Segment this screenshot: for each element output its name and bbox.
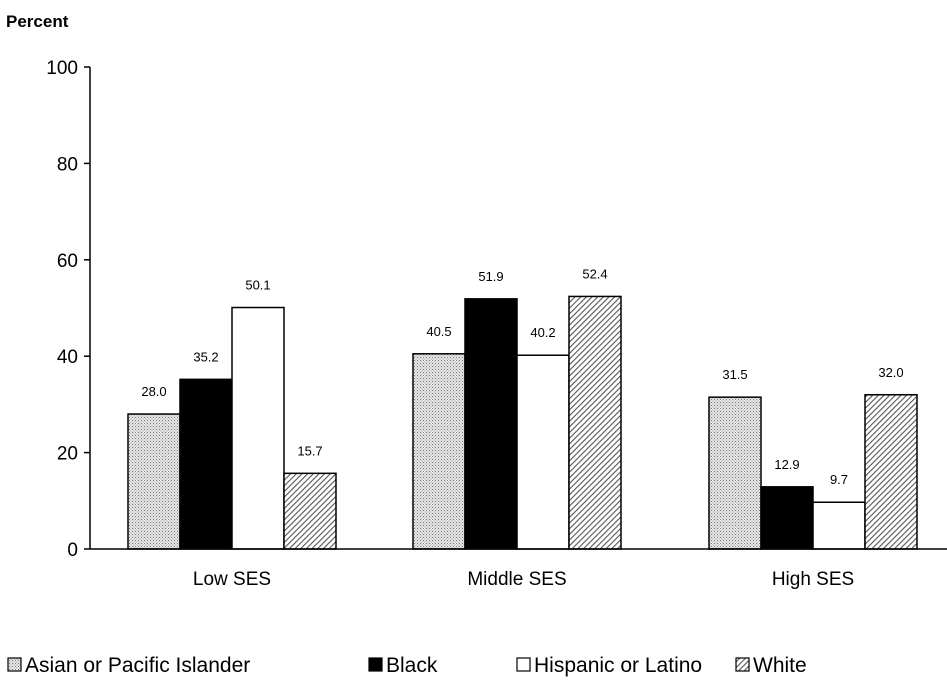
data-label: 51.9 [478,269,503,284]
data-label: 32.0 [878,365,903,380]
x-category-label: Low SES [193,569,271,590]
x-category-label: Middle SES [467,569,566,590]
bar [760,486,814,550]
legend-swatch [516,657,531,672]
data-label: 40.5 [426,324,451,339]
bar [464,298,518,550]
y-tick-label: 40 [57,347,78,368]
legend-swatch [368,657,383,672]
y-tick-label: 0 [67,540,78,561]
data-label: 15.7 [297,443,322,458]
x-category-label: High SES [772,569,854,590]
bar [568,295,622,550]
bar [283,472,337,550]
data-label: 40.2 [530,325,555,340]
legend: Asian or Pacific Islander Black Hispanic o… [7,654,807,677]
bar [179,378,233,550]
y-tick-label: 20 [57,444,78,465]
legend-swatch [735,657,750,672]
legend-swatch [7,657,22,672]
legend-label: Hispanic or Latino [534,654,702,677]
bar [412,353,466,550]
x-axis: Low SES Middle SES High SES [90,548,947,590]
bar [231,306,285,550]
y-tick-label: 80 [57,154,78,175]
data-label: 28.0 [141,384,166,399]
bar [516,354,570,550]
y-tick-label: 100 [46,58,78,79]
data-labels: 28.0 35.2 50.1 15.7 40.5 51.9 40.2 52.4 31.5 12.9… [141,266,903,487]
legend-label: Black [386,654,438,677]
y-tick-label: 60 [57,251,78,272]
y-axis-label: Percent [6,12,69,31]
bar [812,501,866,550]
data-label: 50.1 [245,278,270,293]
data-label: 52.4 [582,266,607,281]
data-label: 35.2 [193,349,218,364]
data-label: 12.9 [774,457,799,472]
bar [708,396,762,550]
legend-label: Asian or Pacific Islander [25,654,250,677]
bars [127,295,918,550]
y-axis: 0 20 40 60 80 100 [46,58,91,561]
data-label: 31.5 [722,367,747,382]
bar [127,413,181,550]
data-label: 9.7 [830,472,848,487]
legend-label: White [753,654,807,677]
bar [864,394,918,550]
